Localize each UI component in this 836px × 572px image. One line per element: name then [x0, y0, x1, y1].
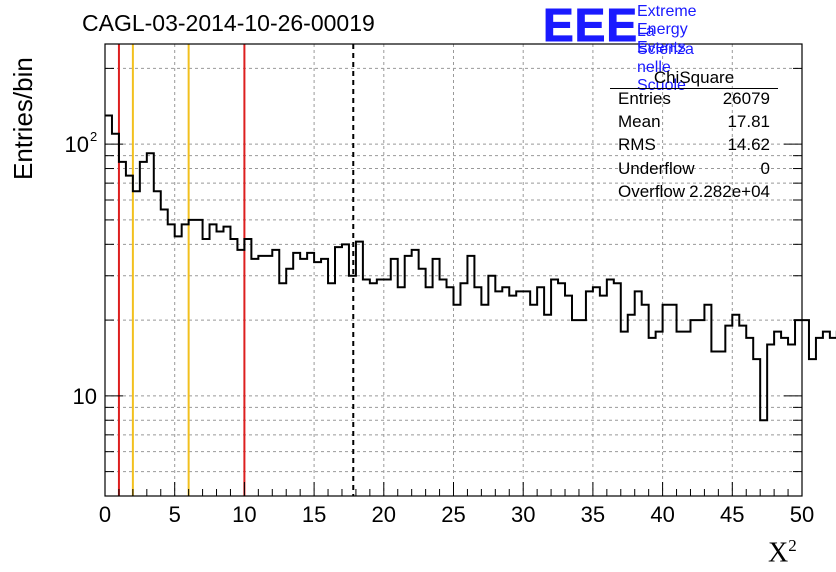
y-tick-label: 10 [65, 132, 89, 157]
chart-title: CAGL-03-2014-10-26-00019 [82, 10, 375, 36]
eee-logo-mark: EEE [542, 0, 639, 52]
x-tick-label: 30 [511, 502, 535, 527]
x-tick-label: 50 [790, 502, 814, 527]
y-axis-label: Entries/bin [8, 57, 38, 180]
logo-line-2: La Scienza nelle Scuole [637, 23, 694, 94]
stats-value: 14.62 [727, 135, 770, 155]
y-tick-label: 10 [73, 384, 97, 409]
x-tick-label: 0 [99, 502, 111, 527]
grid-lines [105, 44, 802, 496]
stats-key: Underflow [618, 158, 695, 178]
stats-row: RMS 14.62 [610, 135, 778, 158]
stats-value: 17.81 [727, 112, 770, 132]
x-tick-label: 20 [372, 502, 396, 527]
stats-row: Entries 26079 [610, 89, 778, 112]
reference-lines [117, 44, 355, 496]
x-tick-label: 35 [581, 502, 605, 527]
stats-row: Mean 17.81 [610, 112, 778, 135]
stats-key: Overflow [618, 181, 686, 201]
stats-row: Overflow 2.282e+04 [610, 182, 778, 205]
x-axis-label-superscript: 2 [788, 536, 797, 555]
x-axis-label-base: X [768, 537, 789, 569]
stats-row: Underflow 0 [610, 159, 778, 182]
stats-value: 2.282e+04 [689, 181, 770, 201]
x-tick-label: 15 [302, 502, 326, 527]
stats-value: 26079 [722, 89, 770, 108]
histogram-line [105, 114, 836, 422]
x-tick-label: 5 [169, 502, 181, 527]
x-tick-label: 45 [720, 502, 744, 527]
stats-key: Mean [618, 112, 661, 132]
stats-value: 0 [760, 158, 770, 178]
x-tick-label: 25 [441, 502, 465, 527]
stats-key: RMS [618, 135, 656, 155]
stats-divider [610, 88, 778, 89]
plot-frame [104, 43, 803, 497]
stats-key: Entries [618, 89, 671, 108]
x-tick-label: 40 [650, 502, 674, 527]
y-tick-exponent: 2 [90, 129, 97, 144]
x-tick-label: 10 [232, 502, 256, 527]
axes [104, 43, 803, 497]
stats-title: ChiSquare [653, 68, 735, 87]
x-axis-label: X2 [768, 536, 797, 569]
stats-box: ChiSquare Entries 26079 Mean 17.81 RMS 14.6… [610, 68, 778, 205]
logo-line-1: Extreme Energy Events [637, 3, 697, 56]
